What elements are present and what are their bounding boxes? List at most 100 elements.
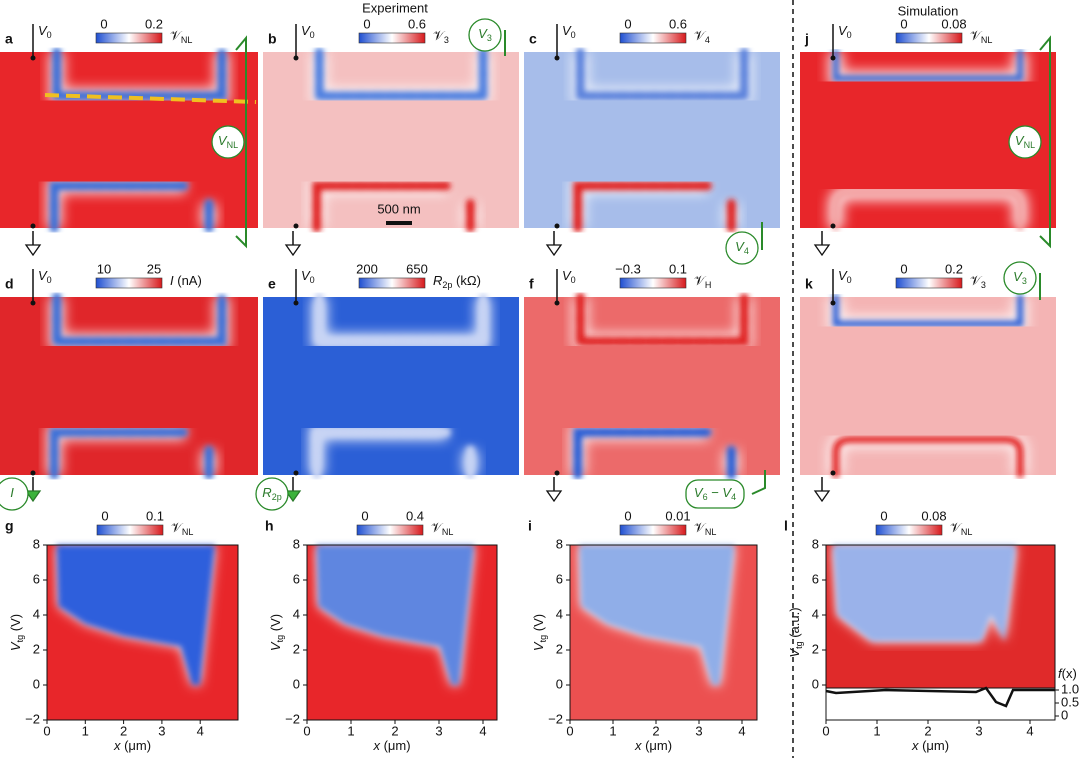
- colorbar-tick: 200: [356, 261, 378, 276]
- y-tick-label: 6: [812, 571, 819, 586]
- colorbar-label: 𝒱NL: [694, 520, 716, 537]
- probe-label-part: V: [478, 26, 488, 41]
- colorbar-tick: −0.3: [615, 261, 641, 276]
- colorbar-label-part: 𝒱: [433, 28, 446, 43]
- terminal: [293, 223, 299, 229]
- x-tick-label: 2: [391, 723, 398, 738]
- colorbar-label: 𝒱3: [970, 273, 986, 290]
- colorbar-tick: 0.4: [406, 508, 424, 523]
- terminal: [554, 223, 560, 229]
- x-tick-label: 1: [347, 723, 354, 738]
- terminal: [293, 55, 299, 61]
- y-label: Vtg (V): [268, 614, 285, 651]
- x-tick-label: 2: [120, 723, 127, 738]
- x-tick-label: 3: [975, 723, 982, 738]
- y-label-part: V: [8, 641, 23, 651]
- y-tick-label: 8: [293, 536, 300, 551]
- v0-label: V0: [38, 23, 52, 40]
- colorbar-label-part: NL: [442, 527, 454, 537]
- probe-circle: [1003, 261, 1037, 295]
- y-tick-label: 6: [33, 571, 40, 586]
- terminal: [830, 300, 836, 306]
- y-label-part: V: [787, 648, 802, 658]
- colorbar-tick: 0: [880, 508, 887, 523]
- y-label-part: (V): [531, 614, 546, 635]
- ground: [284, 244, 302, 257]
- f-curve: [825, 686, 1055, 708]
- y-tick-label: 2: [293, 641, 300, 656]
- panel-letter: c: [529, 31, 537, 47]
- blue-region: [316, 545, 475, 685]
- f-label-part: (x): [1062, 666, 1077, 681]
- ground: [24, 244, 42, 257]
- panel-letter: g: [5, 518, 14, 534]
- y-label-part: tg: [538, 635, 548, 643]
- y-tick-label: 0: [556, 676, 563, 691]
- y-tick-label: 8: [812, 536, 819, 551]
- terminal: [554, 300, 560, 306]
- probe-label: V4: [735, 239, 749, 256]
- colorbar-label: 𝒱3: [433, 28, 449, 45]
- x-label: x (μm): [634, 738, 672, 753]
- v0-label: V0: [562, 268, 576, 285]
- colorbar-tick: 0.1: [146, 508, 164, 523]
- scale-bar: [386, 221, 412, 225]
- v0-label: V0: [301, 23, 315, 40]
- probe-box: [685, 479, 745, 509]
- terminal: [30, 55, 36, 61]
- x-tick-label: 2: [652, 723, 659, 738]
- ground: [24, 490, 42, 503]
- x-tick-label: 4: [479, 723, 486, 738]
- edge-channel: [49, 427, 214, 480]
- probe-circle: [211, 125, 245, 159]
- edge-channel: [314, 292, 488, 346]
- colorbar-label-part: I: [170, 273, 174, 288]
- x-tick-label: 0: [303, 723, 310, 738]
- colorbar-tick: 0.1: [669, 261, 687, 276]
- probe-label-part: 2p: [272, 492, 282, 502]
- colorbar-label-part: 𝒱: [694, 520, 707, 535]
- edge-channel: [52, 47, 227, 101]
- panel-letter: j: [804, 31, 809, 47]
- probe-label: V3: [1013, 269, 1027, 286]
- probe-circle: [0, 477, 29, 511]
- terminal: [554, 470, 560, 476]
- probe-circle: [468, 18, 502, 52]
- v0-label-part: V: [301, 23, 311, 38]
- probe-wire: [751, 470, 766, 495]
- y-label-part: (V): [8, 614, 23, 635]
- x-label-part: (μm): [120, 738, 151, 753]
- colorbar: [895, 277, 963, 289]
- y-tick-label: 8: [33, 536, 40, 551]
- v0-label-part: V: [562, 23, 572, 38]
- v0-label-part: 0: [571, 275, 576, 285]
- probe-label-part: R: [262, 485, 271, 500]
- colorbar-label-part: NL: [961, 527, 973, 537]
- y-label: Vtg (V): [8, 614, 25, 651]
- colorbar-tick: 0.08: [941, 16, 966, 31]
- edge-channel: [49, 181, 214, 233]
- y-tick-label: 2: [812, 641, 819, 656]
- ground: [813, 244, 831, 257]
- frame: [46, 544, 239, 721]
- colorbar-label: I (nA): [170, 273, 202, 288]
- panel-letter: b: [268, 31, 277, 47]
- probe-circle: [725, 231, 759, 265]
- ground: [284, 490, 302, 503]
- colorbar: [95, 32, 163, 44]
- f-tick-label: 0.5: [1061, 694, 1079, 709]
- y-tick-label: 4: [293, 606, 300, 621]
- x-tick-label: 1: [609, 723, 616, 738]
- probe-label: VNL: [218, 133, 238, 150]
- y-tick-label: 2: [33, 641, 40, 656]
- v0-label-part: 0: [847, 30, 852, 40]
- v0-label-part: 0: [310, 275, 315, 285]
- header-experiment: Experiment: [362, 0, 428, 15]
- colorbar-tick: 0: [900, 16, 907, 31]
- colorbar-label: 𝒱H: [694, 273, 711, 290]
- x-label-part: x: [911, 738, 919, 753]
- f-label-part: f: [1058, 666, 1063, 681]
- v0-label-part: 0: [47, 275, 52, 285]
- colorbar-label-part: 4: [705, 35, 710, 45]
- v0-label: V0: [562, 23, 576, 40]
